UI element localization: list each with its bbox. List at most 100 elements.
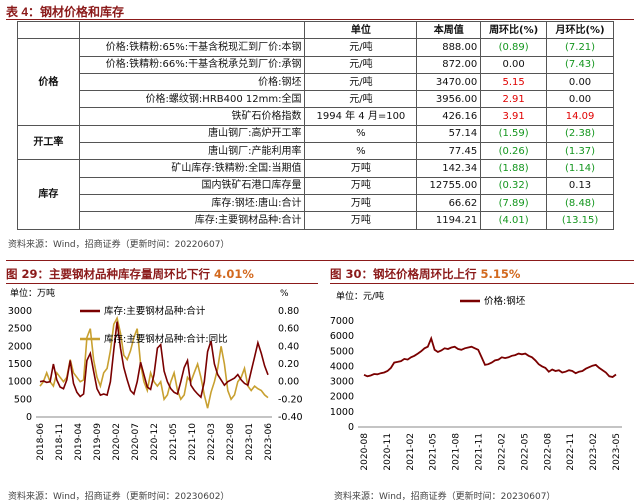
indicator-cell: 价格:铁精粉:65%:干基含税现汇到厂价:本钢 <box>78 38 306 57</box>
indicator-cell: 库存:钢坯:唐山:合计 <box>78 193 306 213</box>
chart30-xtick: 2020-11 <box>383 433 393 471</box>
wow-cell: 3.91 <box>480 107 548 126</box>
table-row: 价格:铁精粉:66%:干基含税承兑到厂价:承钢 元/吨 872.00 0.00 (7.4… <box>18 55 614 74</box>
chart30-axis-label: 单位：元/吨 <box>336 290 384 302</box>
header-cell <box>17 20 80 40</box>
chart29-ytick-left: 3000 <box>8 306 32 317</box>
mom-cell: (7.21) <box>546 38 614 57</box>
chart29-ytick-left: 2000 <box>8 341 32 352</box>
unit-cell: % <box>304 124 418 144</box>
chart29-xtick: 2020-12 <box>150 423 160 461</box>
chart29-series-line-1 <box>39 315 269 409</box>
category-cell: 库存 <box>17 159 80 230</box>
unit-cell: 万吨 <box>304 211 418 230</box>
chart29-ytick-right: 0.40 <box>278 341 299 352</box>
chart30-xtick: 2022-05 <box>520 433 530 471</box>
chart29-left-axis-label: 单位：万吨 <box>10 287 55 299</box>
value-cell: 12755.00 <box>416 176 482 195</box>
header-value: 本周值 <box>416 20 482 40</box>
mom-cell: (2.38) <box>546 124 614 144</box>
chart29-ytick-right: 0.80 <box>278 306 299 317</box>
chart29-ytick-right: 0.20 <box>278 359 299 370</box>
chart30-xtick: 2022-08 <box>543 433 553 471</box>
chart29-rule <box>6 283 318 284</box>
chart30-xtick: 2020-08 <box>360 433 370 471</box>
chart-29-inventory: 单位：万吨 % 0 500 1000 1500 2000 2500 3000 -0.40 -0.20… <box>8 287 303 461</box>
table-row: 价格:钢坯 元/吨 3470.00 5.15 0.00 <box>18 72 614 92</box>
wow-cell: 0.00 <box>480 55 548 74</box>
wow-cell: (7.89) <box>480 193 548 213</box>
chart30-series-line-0 <box>363 335 617 378</box>
chart30-ytick: 5000 <box>330 346 354 357</box>
chart30-title-text: 图 30：钢坯价格周环比上行 <box>330 267 481 281</box>
chart29-ytick-left: 2500 <box>8 324 32 335</box>
table-row: 唐山钢厂:产能利用率% 77.45 (0.26) (1.37) <box>18 142 614 161</box>
mom-cell: 0.00 <box>546 72 614 92</box>
wow-cell: 2.91 <box>480 90 548 109</box>
wow-cell: (1.88) <box>480 159 548 178</box>
value-cell: 872.00 <box>416 55 482 74</box>
chart30-xtick: 2021-05 <box>429 433 439 471</box>
chart29-xtick: 2018-11 <box>55 423 65 461</box>
section-rule <box>6 260 634 261</box>
table-row: 库存:钢坯:唐山:合计 万吨 66.62 (7.89) (8.48) <box>18 193 614 213</box>
chart29-xtick: 2019-09 <box>93 423 103 461</box>
wow-cell: (4.01) <box>480 211 548 230</box>
mom-cell: 0.00 <box>546 90 614 109</box>
chart29-xtick: 2018-06 <box>36 423 46 461</box>
chart30-xtick: 2021-08 <box>452 433 462 471</box>
table-row: 国内铁矿石港口库存量 万吨 12755.00 (0.32) 0.13 <box>18 176 614 195</box>
chart30-xtick: 2022-11 <box>566 433 576 471</box>
table-row: 库存:主要钢材品种:合计 万吨 1194.21 (4.01) (13.15) <box>18 211 614 230</box>
value-cell: 888.00 <box>416 38 482 57</box>
mom-cell: (7.43) <box>546 55 614 74</box>
chart29-xtick: 2020-07 <box>131 423 141 461</box>
chart30-ytick: 3000 <box>330 377 354 388</box>
value-cell: 57.14 <box>416 124 482 144</box>
chart30-ytick: 6000 <box>330 331 354 342</box>
mom-cell: (1.37) <box>546 142 614 161</box>
chart30-xtick: 2021-02 <box>406 433 416 471</box>
mom-cell: (13.15) <box>546 211 614 230</box>
chart-30-billet-price: 单位：元/吨 0 1000 2000 3000 4000 5000 6000 7000 2020-… <box>330 290 622 471</box>
chart29-xtick: 2019-04 <box>74 423 84 461</box>
table-row: 价格 价格:铁精粉:65%:干基含税现汇到厂价:本钢 元/吨 888.00 (0.89)… <box>17 38 614 126</box>
unit-cell: 万吨 <box>304 193 418 213</box>
value-cell: 3470.00 <box>416 72 482 92</box>
value-cell: 77.45 <box>416 142 482 161</box>
chart29-title-highlight: 4.01% <box>214 267 254 281</box>
chart29-xtick: 2021-10 <box>188 423 198 461</box>
unit-cell: 元/吨 <box>304 90 418 109</box>
indicator-cell: 价格:铁精粉:66%:干基含税承兑到厂价:承钢 <box>78 55 306 74</box>
chart30-title-highlight: 5.15% <box>480 267 521 281</box>
chart30-xtick: 2021-11 <box>475 433 485 471</box>
chart29-legend-label: 库存:主要钢材品种:合计:同比 <box>104 333 228 345</box>
unit-cell: 元/吨 <box>304 55 418 74</box>
unit-cell: 1994 年 4 月=100 <box>304 107 418 126</box>
value-cell: 426.16 <box>416 107 482 126</box>
mom-cell: (8.48) <box>546 193 614 213</box>
chart29-xtick: 2022-03 <box>207 423 217 461</box>
chart29-ytick-left: 500 <box>14 394 32 405</box>
value-cell: 3956.00 <box>416 90 482 109</box>
chart30-xtick: 2023-02 <box>589 433 599 471</box>
unit-cell: 元/吨 <box>304 72 418 92</box>
chart30-ytick: 1000 <box>330 407 354 418</box>
chart30-title: 图 30：钢坯价格周环比上行 5.15% <box>330 266 520 282</box>
chart30-source: 资料来源：Wind，招商证券（更新时间：20230607） <box>334 492 556 502</box>
table-header-row: 单位 本周值 周环比(%) 月环比(%) <box>17 20 614 40</box>
unit-cell: % <box>304 142 418 161</box>
header-cell <box>78 20 306 40</box>
chart30-legend-label: 价格:钢坯 <box>484 295 526 307</box>
wow-cell: 5.15 <box>480 72 548 92</box>
table-title: 表 4：钢材价格和库存 <box>6 5 125 19</box>
indicator-cell: 矿山库存:铁精粉:全国:当期值 <box>78 159 306 178</box>
chart29-xtick: 2020-02 <box>112 423 122 461</box>
unit-cell: 万吨 <box>304 176 418 195</box>
chart29-xtick: 2023-06 <box>264 423 274 461</box>
mom-cell: (1.14) <box>546 159 614 178</box>
chart29-xtick: 2023-01 <box>245 423 255 461</box>
chart29-title-text: 图 29：主要钢材品种库存量周环比下行 <box>6 267 215 281</box>
table-row: 开工率 唐山钢厂:高炉开工率% 57.14 (1.59) (2.38) <box>17 124 614 161</box>
wow-cell: (0.89) <box>480 38 548 57</box>
